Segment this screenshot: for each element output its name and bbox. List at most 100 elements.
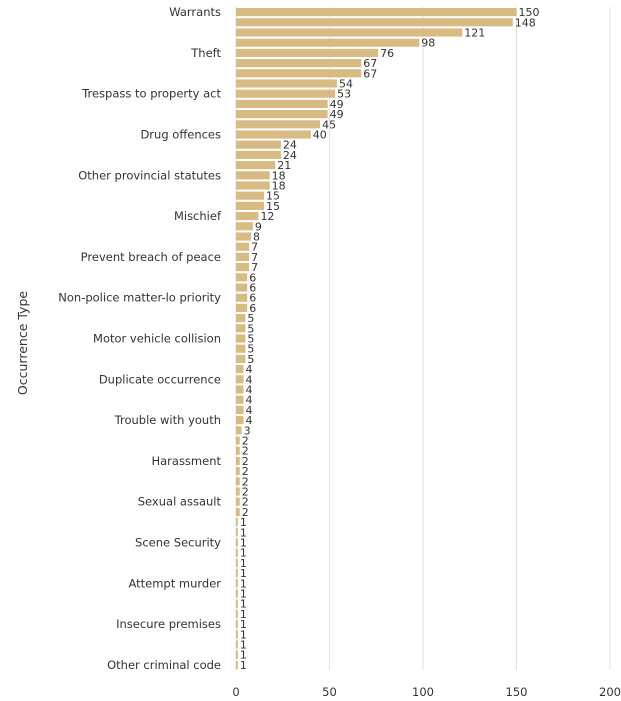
bar [236,660,238,669]
data-label: 1 [240,526,247,539]
y-tick-label: Duplicate occurrence [99,372,221,386]
data-label: 1 [240,516,247,529]
data-label: 67 [363,67,377,80]
bar [236,579,238,588]
data-label: 1 [240,547,247,560]
data-label: 1 [240,659,247,672]
bar [236,354,246,363]
y-tick-label: Non-police matter-lo priority [58,291,221,305]
y-tick-label: Prevent breach of peace [81,250,221,264]
bar [236,18,513,27]
data-label: 67 [363,57,377,70]
bar [236,467,240,476]
bar [236,405,244,414]
bar [236,181,270,190]
data-label: 121 [464,27,485,40]
bar [236,507,240,516]
bar [236,110,328,119]
bar [236,89,336,98]
y-tick-label: Sexual assault [138,495,222,509]
x-tick-label: 50 [322,685,337,699]
bar [236,79,337,88]
bar [236,130,311,139]
data-label: 2 [242,486,249,499]
bar [236,232,251,241]
data-label: 2 [242,455,249,468]
data-label: 5 [247,353,254,366]
y-tick-label: Motor vehicle collision [93,332,221,346]
data-label: 98 [421,37,435,50]
data-label: 9 [255,220,262,233]
bar [236,436,240,445]
data-label: 2 [242,475,249,488]
bar [236,395,244,404]
bar [236,201,265,210]
data-label: 1 [240,618,247,631]
data-label: 5 [247,343,254,356]
y-tick-label: Mischief [174,209,222,223]
y-axis-title: Occurrence Type [15,291,30,395]
data-label: 53 [337,88,351,101]
data-label: 18 [272,169,286,182]
bar [236,548,238,557]
data-label: 6 [249,292,256,305]
bar [236,538,238,547]
bar [236,303,248,312]
bar [236,528,238,537]
bar [236,334,246,343]
bar [236,426,242,435]
data-label: 4 [245,394,252,407]
bar [236,161,276,170]
bar [236,518,238,527]
bar [236,650,238,659]
bar [236,8,517,17]
data-label: 1 [240,567,247,580]
bar [236,99,328,108]
data-label: 24 [283,139,297,152]
bar [236,69,362,78]
x-tick-label: 200 [599,685,621,699]
y-tick-label: Theft [190,46,221,60]
bar [236,487,240,496]
data-label: 1 [240,537,247,550]
data-label: 49 [330,98,344,111]
y-tick-label: Insecure premises [116,617,221,631]
bar [236,28,463,37]
data-label: 1 [240,598,247,611]
bar [236,558,238,567]
y-tick-label: Harassment [151,454,221,468]
data-label: 49 [330,108,344,121]
data-label: 1 [240,557,247,570]
bar [236,38,420,47]
data-label: 76 [380,47,394,60]
data-label: 2 [242,506,249,519]
y-tick-label: Trespass to property act [81,87,221,101]
data-label: 5 [247,322,254,335]
data-label: 7 [251,261,258,274]
bar [236,263,250,272]
data-label: 15 [266,200,280,213]
bar [236,589,238,598]
data-label: 21 [277,159,291,172]
bar [236,365,244,374]
data-label: 1 [240,577,247,590]
data-label: 2 [242,465,249,478]
bar [236,191,265,200]
x-tick-label: 150 [506,685,528,699]
bar [236,283,248,292]
bar [236,59,362,68]
bar [236,150,281,159]
bar [236,446,240,455]
data-label: 6 [249,282,256,295]
data-label: 3 [244,424,251,437]
data-label: 15 [266,190,280,203]
bar [236,630,238,639]
y-tick-label: Scene Security [135,536,221,550]
bar [236,620,238,629]
bar [236,599,238,608]
y-tick-label: Warrants [169,5,221,19]
data-label: 6 [249,271,256,284]
bar [236,314,246,323]
y-axis-labels: Warrants Theft Trespass to property act Dru… [58,5,222,672]
